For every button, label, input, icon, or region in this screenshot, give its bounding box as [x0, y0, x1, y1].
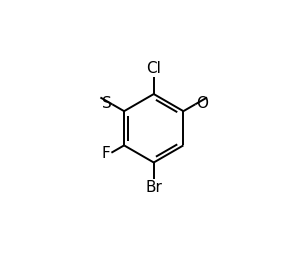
Text: Cl: Cl	[146, 61, 161, 76]
Text: Br: Br	[145, 180, 162, 195]
Text: F: F	[102, 146, 111, 161]
Text: S: S	[102, 96, 111, 111]
Text: O: O	[196, 96, 208, 111]
